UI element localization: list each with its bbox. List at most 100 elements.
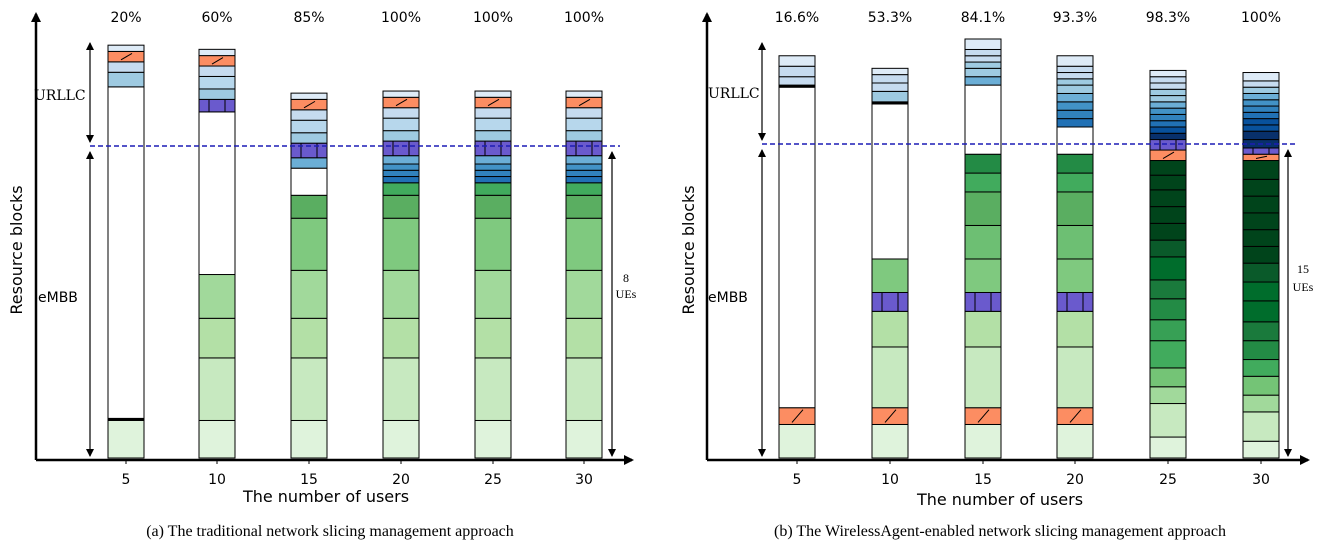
bar-segment (1056, 84, 1094, 94)
bar-segment (871, 74, 909, 84)
bar-segment (964, 191, 1002, 226)
panel-b-x-ticks: 5 10 15 20 25 30 (793, 460, 1270, 488)
bar-15 (964, 38, 1002, 459)
bar-segment (964, 61, 1002, 69)
bar-segment (1242, 160, 1280, 180)
panel-b-embb-label: eMBB (708, 290, 748, 306)
bar-segment (474, 130, 512, 142)
bar-segment (382, 269, 420, 319)
bar-segment (565, 217, 603, 271)
panel-a-bars (107, 44, 603, 459)
hatch-mark (578, 98, 591, 107)
bar-segment (1056, 346, 1094, 409)
x-tick-label: 5 (793, 472, 802, 488)
top-percentage-label: 93.3% (1053, 10, 1097, 26)
bar-segment (290, 269, 328, 319)
x-tick-label: 30 (1252, 472, 1270, 488)
panel-a-urllc-label: URLLC (34, 88, 86, 104)
x-tick-label: 25 (484, 472, 502, 488)
bar-segment (565, 357, 603, 421)
bar-segment (565, 194, 603, 219)
bar-segment (474, 90, 512, 98)
bar-segment (1056, 101, 1094, 111)
bar-segment (1056, 153, 1094, 174)
hatch-mark (1069, 409, 1082, 423)
bar-segment (198, 65, 236, 77)
bar-segment (1056, 118, 1094, 128)
bar-segment (474, 140, 512, 157)
bar-segment (474, 419, 512, 459)
bar-segment (1149, 126, 1187, 134)
bar-segment (1242, 359, 1280, 377)
panel-a-ue-unit: UEs (616, 287, 637, 301)
hatch-mark (884, 409, 897, 423)
bar-segment (1056, 55, 1094, 67)
bar-segment (474, 117, 512, 132)
bar-segment (1149, 88, 1187, 97)
top-percentage-label: 100% (473, 10, 513, 26)
bar-segment (871, 291, 909, 312)
bar-segment (565, 117, 603, 132)
top-percentage-label: 100% (564, 10, 604, 26)
bar-segment (1056, 65, 1094, 74)
bar-segment (778, 76, 816, 86)
bar-segment (1242, 72, 1280, 82)
bar-segment (474, 194, 512, 219)
bar-segment (1242, 124, 1280, 132)
panel-b-ue-unit: UEs (1293, 280, 1314, 294)
bar-segment (1149, 206, 1187, 224)
bar-segment (964, 423, 1002, 459)
bar-segment (1056, 258, 1094, 293)
bar-segment (382, 117, 420, 132)
bar-30 (1242, 72, 1280, 459)
bar-segment (871, 103, 909, 260)
panel-a-embb-label: eMBB (38, 290, 78, 306)
bar-segment (290, 157, 328, 169)
bar-segment (871, 90, 909, 103)
bar-segment (1149, 82, 1187, 90)
bar-segment (778, 65, 816, 78)
bar-segment (1149, 174, 1187, 191)
bar-segment (198, 111, 236, 276)
bar-segment (1056, 172, 1094, 193)
hatch-mark (1255, 155, 1268, 159)
bar-segment (964, 76, 1002, 86)
bar-segment (290, 92, 328, 100)
bar-segment (565, 163, 603, 171)
bar-segment (382, 107, 420, 119)
bar-segment (1056, 72, 1094, 80)
bar-10 (198, 48, 236, 459)
bar-segment (1242, 99, 1280, 107)
bar-segment (1242, 111, 1280, 120)
bar-5 (107, 44, 145, 459)
bar-segment (1056, 92, 1094, 103)
bar-segment (871, 310, 909, 348)
bar-segment (1149, 367, 1187, 388)
bar-segment (382, 419, 420, 459)
bar-segment (1242, 340, 1280, 361)
bar-segment (198, 88, 236, 100)
bar-segment (198, 317, 236, 359)
bar-25 (474, 90, 512, 459)
bar-segment (778, 423, 816, 459)
panel-a-top-labels: 20% 60% 85% 100% 100% 100% (110, 10, 604, 26)
bar-10 (871, 67, 909, 459)
bar-segment (474, 176, 512, 184)
x-tick-label: 20 (1066, 472, 1084, 488)
bar-segment (964, 310, 1002, 348)
bar-segment (778, 55, 816, 67)
panel-a: URLLC eMBB 8 UEs Resource blocks The num… (7, 10, 637, 540)
panel-b-bars (778, 38, 1280, 459)
bar-segment (1056, 191, 1094, 226)
x-tick-label: 5 (122, 472, 131, 488)
bar-segment (1056, 291, 1094, 312)
bar-segment (107, 61, 145, 73)
bar-20 (382, 90, 420, 459)
bar-segment (1149, 69, 1187, 78)
bar-segment (1149, 319, 1187, 342)
bar-segment (871, 346, 909, 409)
bar-segment (1242, 92, 1280, 101)
bar-segment (565, 140, 603, 157)
bar-segment (778, 86, 816, 409)
bar-segment (1149, 222, 1187, 241)
